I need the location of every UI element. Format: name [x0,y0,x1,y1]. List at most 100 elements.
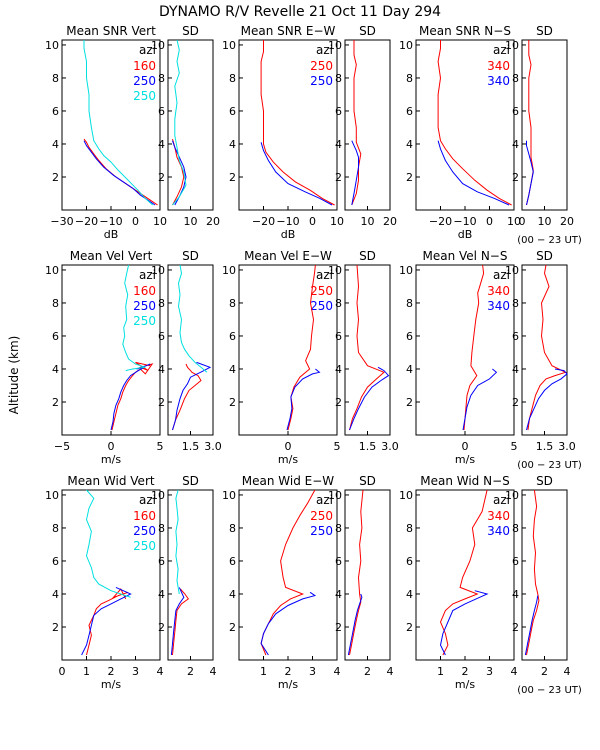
y-tick-label: 10 [399,489,413,502]
panel-title: Mean SNR N−S [419,24,511,38]
x-tick-label: 1.5 [182,440,200,453]
figure-title: DYNAMO R/V Revelle 21 Oct 11 Day 294 [159,4,441,20]
y-tick-label: 8 [335,297,342,310]
series-line [347,593,363,656]
plot-frame [521,489,568,661]
series-line [83,140,156,206]
x-tick-label: 10 [153,215,167,228]
x-tick-label: 2 [187,665,194,678]
y-tick-label: 2 [512,396,519,409]
panel-title: SD [359,24,376,38]
x-tick-label: 20 [560,215,574,228]
series-line [286,368,321,431]
panel-title: SD [536,474,553,488]
y-tick-label: 6 [229,555,236,568]
x-tick-label: 1 [83,665,90,678]
panel-14: SD 2 4 6 8 10 2 4 [151,474,217,678]
series-line [351,40,362,206]
x-tick-label: 1 [437,665,444,678]
series-line [85,489,131,598]
y-tick-label: 4 [158,138,165,151]
legend-item: 250 [310,59,333,73]
x-tick-label: 1.5 [536,440,554,453]
legend-title: azi [493,493,510,507]
x-axis-label: m/s [101,678,121,691]
x-tick-label: −20 [429,215,452,228]
x-tick-label: 10 [507,215,521,228]
legend-title: azi [316,493,333,507]
x-tick-label: 5 [511,440,518,453]
x-tick-label: −20 [252,215,275,228]
legend-item: 160 [133,509,156,523]
y-tick-label: 2 [52,171,59,184]
x-tick-label: −30 [50,215,73,228]
panel-title: SD [536,24,553,38]
series-line [526,140,534,206]
y-tick-label: 4 [335,363,342,376]
legend-item: 340 [487,59,510,73]
panel-10: SD 2 4 6 8 10 1.5 3.0 [328,249,399,453]
plot-frame [344,264,391,436]
legend-item: 250 [133,299,156,313]
y-tick-label: 6 [406,555,413,568]
y-tick-label: 2 [512,171,519,184]
legend-item: 340 [487,299,510,313]
series-line [526,40,534,206]
y-tick-label: 4 [229,363,236,376]
y-tick-label: 10 [222,39,236,52]
x-tick-label: 0 [462,440,469,453]
y-tick-label: 10 [328,489,342,502]
y-tick-label: 4 [229,588,236,601]
series-line [172,138,185,206]
x-tick-label: −20 [75,215,98,228]
y-tick-label: 2 [512,621,519,634]
y-tick-label: 4 [406,363,413,376]
y-tick-label: 8 [229,72,236,85]
y-tick-label: 8 [158,72,165,85]
y-tick-label: 4 [158,363,165,376]
series-line [439,489,488,656]
legend-item: 340 [487,509,510,523]
y-tick-label: 10 [399,39,413,52]
y-tick-label: 4 [52,588,59,601]
y-tick-label: 6 [512,330,519,343]
legend-item: 250 [310,524,333,538]
panel-title: SD [359,249,376,263]
x-tick-label: 3 [486,665,493,678]
plot-frame [167,264,214,436]
x-tick-label: 4 [564,665,571,678]
legend-item: 250 [133,89,156,103]
legend-title: azi [493,43,510,57]
series-line [260,489,316,656]
y-tick-label: 6 [52,555,59,568]
x-tick-label: 3.0 [381,440,399,453]
x-axis-label: dB [458,228,473,241]
panel-title: Mean Vel Vert [70,249,153,263]
legend-item: 250 [310,74,333,88]
series-line [524,595,539,656]
y-tick-label: 4 [512,138,519,151]
legend-item: 160 [133,284,156,298]
x-tick-label: 0 [285,440,292,453]
series-line [526,489,540,656]
x-tick-label: 5 [157,440,164,453]
legend-title: azi [139,43,156,57]
panel-title: Mean Vel E−W [244,249,332,263]
y-tick-label: 10 [328,264,342,277]
x-tick-label: 10 [184,215,198,228]
series-line [463,264,485,431]
series-line [526,368,568,431]
x-tick-label: −10 [99,215,122,228]
legend-title: azi [316,268,333,282]
legend-item: 250 [133,524,156,538]
y-tick-label: 10 [45,39,59,52]
y-tick-label: 6 [335,330,342,343]
